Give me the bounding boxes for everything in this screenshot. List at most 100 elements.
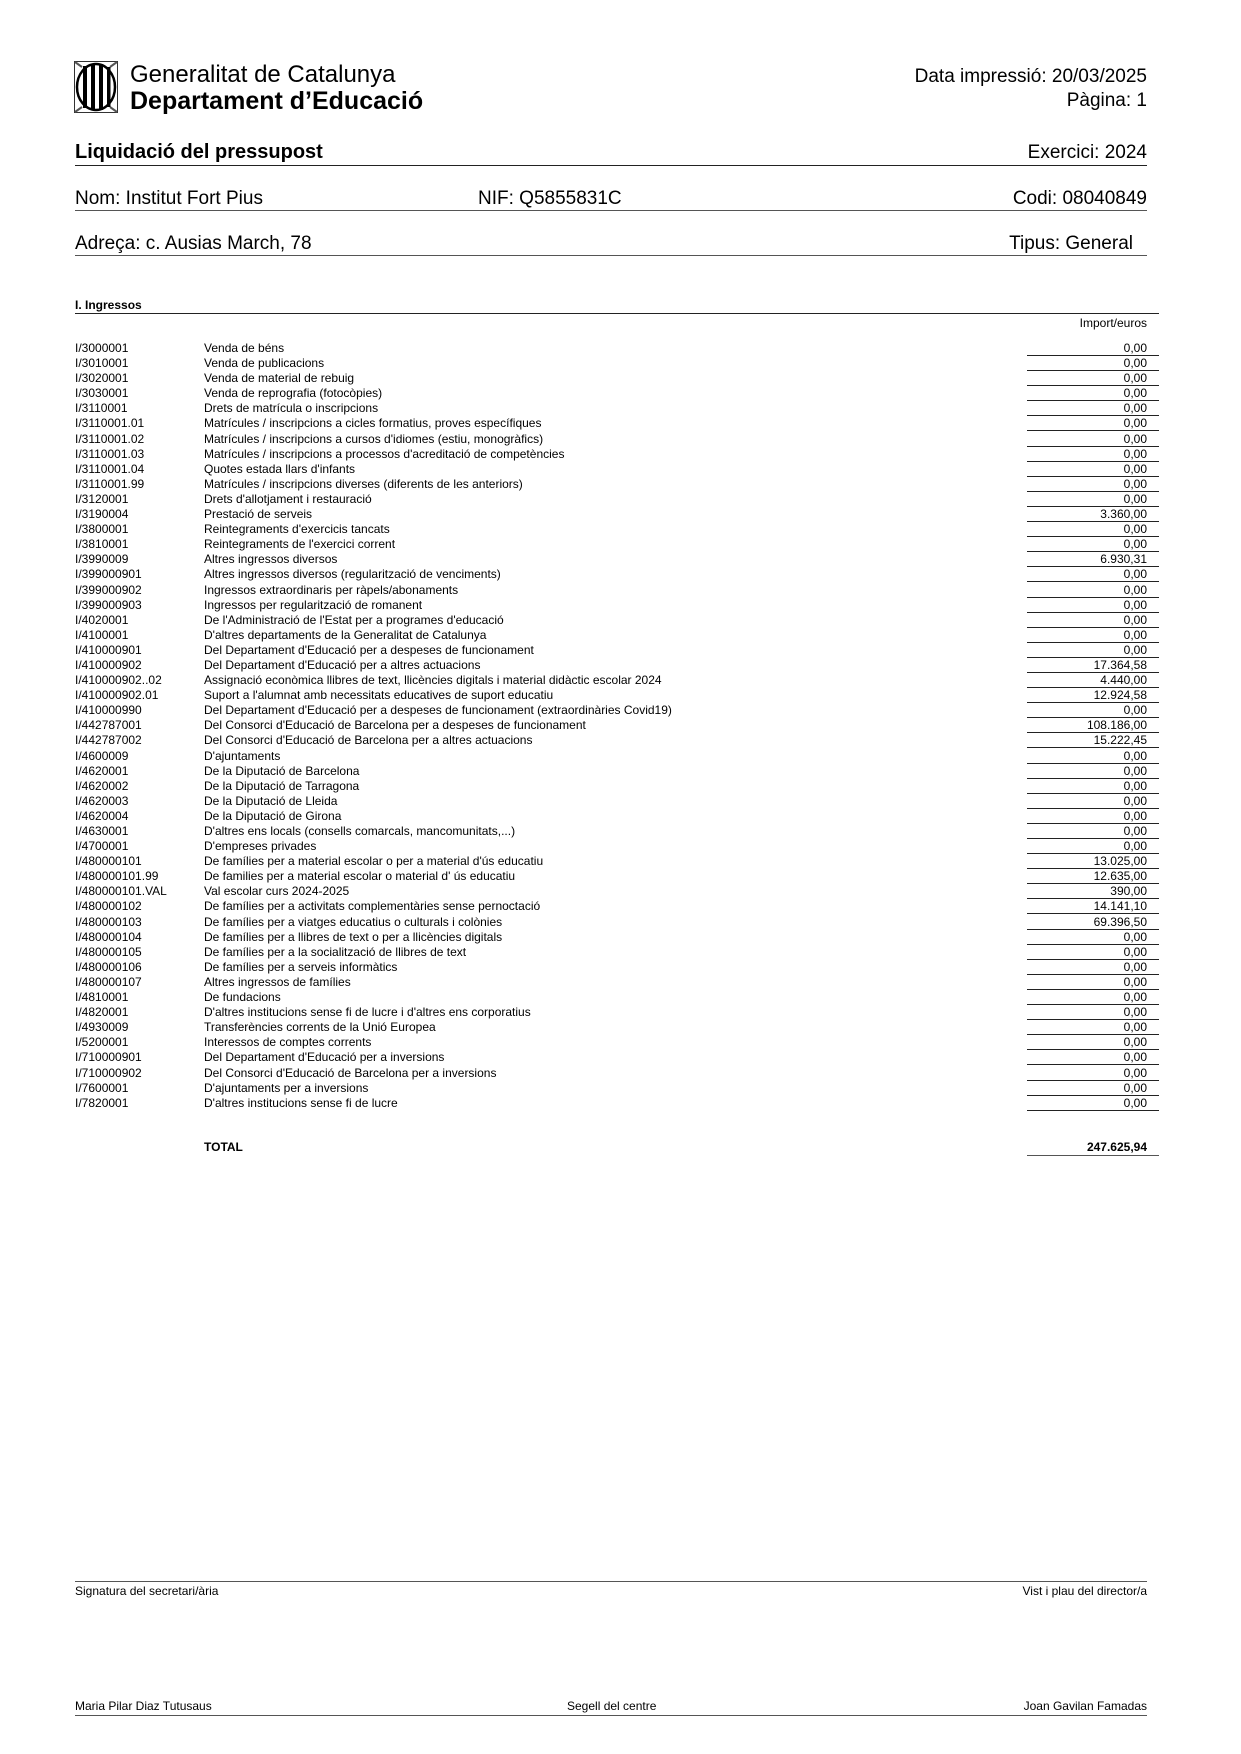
amount: 0,00 [1027, 462, 1159, 477]
account-description: D'altres institucions sense fi de lucre [204, 1095, 398, 1110]
amount: 0,00 [1027, 401, 1159, 417]
table-row: I/480000104 De famílies per a llibres de … [75, 930, 1159, 945]
account-description: De families per a material escolar o mat… [204, 869, 516, 884]
table-row: I/410000902..02 Assignació econòmica llib… [75, 673, 1159, 689]
account-code: I/480000101 [75, 854, 142, 869]
amount: 15.222,45 [1027, 733, 1159, 749]
account-code: I/4820001 [75, 1005, 129, 1020]
account-code: I/480000101.99 [75, 869, 159, 884]
amount: 0,00 [1027, 960, 1159, 975]
account-code: I/480000102 [75, 899, 142, 914]
amount: 12.635,00 [1027, 869, 1159, 885]
amount: 4.440,00 [1027, 673, 1159, 689]
amount: 0,00 [1027, 839, 1159, 855]
amount-header: Import/euros [1079, 316, 1147, 330]
table-row: I/480000105 De famílies per a la socialit… [75, 945, 1159, 960]
account-description: D'empreses privades [204, 839, 317, 854]
account-description: De famílies per a serveis informàtics [204, 959, 398, 974]
account-description: Del Departament d'Educació per a altres … [204, 657, 481, 672]
account-code: I/480000104 [75, 929, 142, 944]
account-code: I/4630001 [75, 824, 129, 838]
table-row: I/410000990 Del Departament d'Educació pe… [75, 703, 1159, 719]
account-description: Venda de publicacions [204, 356, 325, 371]
amount: 108.186,00 [1027, 718, 1159, 734]
amount: 0,00 [1027, 794, 1159, 809]
table-row: I/480000101.99 De families per a material… [75, 869, 1159, 885]
table-row: I/3810001 Reintegraments de l'exercici co… [75, 537, 1159, 553]
generalitat-logo-icon [74, 61, 118, 113]
account-code: I/442787002 [75, 733, 142, 748]
account-description: Assignació econòmica llibres de text, ll… [204, 673, 662, 688]
divider [75, 1715, 1147, 1716]
divider [75, 210, 1147, 211]
account-description: D'ajuntaments per a inversions [204, 1080, 369, 1095]
amount: 0,00 [1027, 824, 1159, 839]
amount: 12.924,58 [1027, 688, 1159, 704]
account-code: I/3110001.04 [75, 461, 145, 476]
account-code: I/3000001 [75, 341, 129, 355]
table-row: I/7820001 D'altres institucions sense fi … [75, 1096, 1159, 1111]
account-code: I/480000107 [75, 974, 142, 989]
account-description: De la Diputació de Tarragona [204, 778, 360, 793]
table-row: I/5200001 Interessos de comptes corrents 0… [75, 1035, 1159, 1051]
amount: 0,00 [1027, 447, 1159, 462]
account-code: I/7820001 [75, 1095, 129, 1110]
secretary-name: Maria Pilar Diaz Tutusaus [75, 1699, 212, 1713]
account-code: I/4620003 [75, 793, 129, 808]
account-code: I/410000902..02 [75, 673, 162, 688]
amount: 0,00 [1027, 628, 1159, 643]
table-row: I/480000107 Altres ingressos de famílies 0… [75, 975, 1159, 990]
amount: 0,00 [1027, 371, 1159, 387]
amount: 0,00 [1027, 567, 1159, 583]
table-row: I/442787002 Del Consorci d'Educació de Ba… [75, 733, 1159, 749]
account-description: Drets de matrícula o inscripcions [204, 401, 379, 416]
divider [75, 255, 1147, 256]
nif: NIF: Q5855831C [478, 188, 622, 209]
account-description: Del Departament d'Educació per a despese… [204, 642, 534, 657]
account-code: I/5200001 [75, 1035, 129, 1050]
account-description: Altres ingressos diversos (regularitzaci… [204, 567, 501, 582]
amount: 0,00 [1027, 492, 1159, 507]
account-description: D'altres departaments de la Generalitat … [204, 627, 487, 642]
account-description: Transferències corrents de la Unió Europ… [204, 1020, 436, 1035]
table-row: I/3030001 Venda de reprografia (fotocòpie… [75, 386, 1159, 402]
amount: 17.364,58 [1027, 658, 1159, 673]
amount: 0,00 [1027, 356, 1159, 372]
table-row: I/3110001 Drets de matrícula o inscripcio… [75, 401, 1159, 417]
amount: 0,00 [1027, 432, 1159, 447]
account-code: I/410000990 [75, 703, 142, 718]
account-code: I/710000901 [75, 1050, 142, 1065]
account-code: I/3110001.02 [75, 431, 145, 446]
divider [75, 1581, 1147, 1582]
table-row: I/4020001 De l'Administració de l'Estat p… [75, 613, 1159, 628]
table-row: I/399000902 Ingressos extraordinaris per … [75, 583, 1159, 598]
account-description: Venda de reprografia (fotocòpies) [204, 386, 383, 401]
amount: 390,00 [1027, 884, 1159, 900]
account-code: I/480000101.VAL [75, 884, 167, 899]
account-description: De famílies per a activitats complementà… [204, 899, 541, 914]
account-description: De la Diputació de Girona [204, 808, 342, 823]
table-row: I/4620003 De la Diputació de Lleida 0,00 [75, 794, 1159, 809]
exercise: Exercici: 2024 [1027, 142, 1147, 163]
amount: 3.360,00 [1027, 507, 1159, 523]
amount: 0,00 [1027, 764, 1159, 779]
table-row: I/710000901 Del Departament d'Educació pe… [75, 1050, 1159, 1066]
section-title: I. Ingressos [75, 298, 142, 312]
account-description: Del Consorci d'Educació de Barcelona per… [204, 733, 533, 748]
table-row: I/480000102 De famílies per a activitats … [75, 899, 1159, 915]
account-description: Del Departament d'Educació per a despese… [204, 703, 672, 718]
amount: 0,00 [1027, 1096, 1159, 1111]
account-code: I/399000901 [75, 567, 142, 582]
amount: 0,00 [1027, 522, 1159, 538]
amount: 0,00 [1027, 583, 1159, 598]
table-row: I/410000901 Del Departament d'Educació pe… [75, 643, 1159, 658]
account-description: Drets d'allotjament i restauració [204, 491, 372, 506]
account-description: De famílies per a la socialització de ll… [204, 944, 467, 959]
amount: 0,00 [1027, 1050, 1159, 1066]
divider [75, 313, 1159, 314]
income-table: I/3000001 Venda de béns 0,00 I/3010001 Venda… [75, 341, 1159, 1111]
amount: 0,00 [1027, 598, 1159, 613]
amount: 0,00 [1027, 975, 1159, 990]
table-row: I/399000903 Ingressos per regularització … [75, 598, 1159, 613]
page-number: Pàgina: 1 [1066, 90, 1147, 111]
